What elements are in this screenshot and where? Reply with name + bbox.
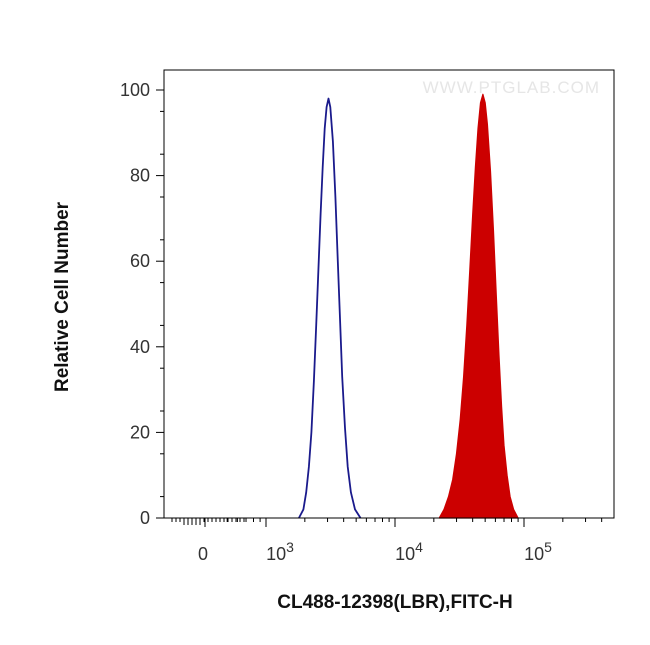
y-tick-label: 0 [140, 508, 150, 528]
plot-frame [163, 69, 615, 519]
y-tick-label: 20 [130, 422, 150, 442]
y-tick-label: 100 [120, 80, 150, 100]
y-tick-label: 60 [130, 251, 150, 271]
series-sample-area [438, 93, 519, 519]
x-tick-label: 0 [198, 544, 208, 564]
series-layer [298, 93, 519, 519]
y-axis-title: Relative Cell Number [52, 201, 73, 392]
y-axis: 0 20 40 60 80 100 [120, 80, 164, 528]
x-axis-title: CL488-12398(LBR),FITC-H [277, 592, 512, 613]
x-tick-label: 104 [395, 539, 423, 564]
y-tick-label: 80 [130, 166, 150, 186]
x-tick-label: 103 [266, 539, 294, 564]
y-tick-label: 40 [130, 337, 150, 357]
x-axis: 0 103 104 105 [171, 518, 603, 564]
series-control-line [298, 97, 362, 519]
x-tick-label: 105 [524, 539, 552, 564]
watermark-text: WWW.PTGLAB.COM [423, 78, 600, 97]
